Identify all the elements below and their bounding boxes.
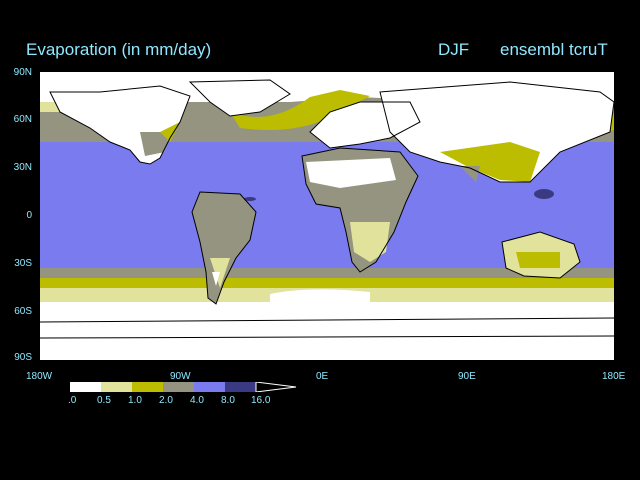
colorbar-swatch xyxy=(194,382,225,392)
land-north-america-south xyxy=(140,132,170,156)
contour-band-1-2 xyxy=(40,268,614,280)
land-asia xyxy=(380,82,614,182)
contour-band-1-2 xyxy=(230,90,370,130)
colorbar-tick-label: 16.0 xyxy=(251,395,271,406)
evaporation-map xyxy=(40,72,614,360)
coastline xyxy=(40,317,614,323)
y-tick-label: 60N xyxy=(13,114,32,125)
colorbar-swatch xyxy=(70,382,101,392)
plot-title: Evaporation (in mm/day) xyxy=(26,40,212,59)
land-patagonia xyxy=(212,272,220,286)
y-tick-label: 90N xyxy=(13,67,32,78)
colorbar-tick-label: .0 xyxy=(68,395,77,406)
coastline xyxy=(301,147,419,273)
contour-band-0-low xyxy=(270,289,370,307)
x-tick-label: 90W xyxy=(170,371,191,382)
colorbar-tick-label: 0.5 xyxy=(97,395,111,406)
colorbar-swatch xyxy=(101,382,132,392)
contour-band-1-2 xyxy=(40,278,614,290)
coastline xyxy=(501,231,581,279)
x-tick-label: 180W xyxy=(26,371,53,382)
land-south-america xyxy=(192,192,256,304)
land-north-america-east xyxy=(160,122,180,142)
high-evaporation-patch xyxy=(534,189,554,199)
y-tick-label: 0 xyxy=(26,210,32,221)
colorbar-tick-label: 8.0 xyxy=(221,395,235,406)
colorbar-swatch xyxy=(225,382,256,392)
x-tick-label: 0E xyxy=(316,371,329,382)
land-greenland xyxy=(190,80,290,116)
coastlines xyxy=(40,79,614,339)
coastline xyxy=(191,191,257,305)
land-sahara xyxy=(306,158,396,188)
land-southern-africa xyxy=(350,222,390,262)
coastline xyxy=(379,81,614,183)
coastline xyxy=(309,101,421,149)
season-label: DJF xyxy=(438,40,470,59)
high-evaporation-patch xyxy=(244,197,256,201)
coastline xyxy=(49,85,191,165)
x-tick-label: 180E xyxy=(602,371,626,382)
land-south-america-south xyxy=(210,258,230,288)
y-tick-label: 30N xyxy=(13,162,32,173)
colorbar-tick-label: 1.0 xyxy=(128,395,142,406)
land-asia-south xyxy=(440,142,540,182)
colorbar-swatch xyxy=(132,382,163,392)
colorbar-tick-label: 4.0 xyxy=(190,395,204,406)
model-label: ensembl tcruT xyxy=(500,40,608,59)
land-antarctica xyxy=(40,336,614,360)
x-tick-label: 90E xyxy=(458,371,476,382)
colorbar xyxy=(70,382,297,392)
coastline xyxy=(40,335,614,339)
coastline xyxy=(188,79,291,117)
colorbar-extension-arrow xyxy=(255,382,297,392)
y-tick-label: 60S xyxy=(14,306,32,317)
y-tick-label: 30S xyxy=(14,258,32,269)
land-australia-interior xyxy=(516,252,560,268)
colorbar-tick-label: 2.0 xyxy=(159,395,173,406)
y-tick-label: 90S xyxy=(14,352,32,363)
colorbar-swatch xyxy=(163,382,194,392)
